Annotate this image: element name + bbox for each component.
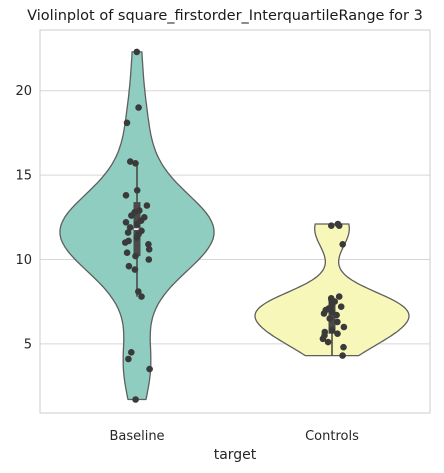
y-tick-labels: 5 10 15 20 [15,84,32,352]
point-baseline-32 [125,355,132,363]
point-controls-16 [326,315,334,322]
point-baseline-7 [143,202,151,209]
x-tick-labels: Baseline Controls [109,429,359,444]
point-baseline-31 [128,349,135,356]
point-baseline-26 [145,256,153,263]
y-tick-15: 15 [15,169,32,184]
point-baseline-1 [135,104,142,111]
point-baseline-34 [132,396,139,403]
point-baseline-22 [145,241,152,248]
point-baseline-24 [123,249,131,256]
point-baseline-4 [132,160,139,167]
point-controls-26 [339,352,346,359]
strip-points [122,48,348,403]
point-baseline-10 [128,212,135,219]
point-baseline-2 [123,119,131,127]
point-baseline-19 [133,234,140,241]
point-baseline-25 [132,252,139,260]
point-baseline-6 [122,192,130,199]
violins [59,51,410,401]
point-baseline-33 [146,365,153,373]
plot-frame [39,29,431,414]
point-controls-3 [339,241,347,248]
point-controls-9 [337,303,345,311]
point-baseline-21 [122,239,129,246]
point-baseline-5 [133,187,141,194]
point-controls-24 [324,338,332,346]
point-controls-18 [340,323,348,331]
point-controls-1 [328,222,335,229]
y-tick-10: 10 [15,253,32,268]
point-controls-4 [335,293,343,300]
point-baseline-0 [133,48,141,56]
point-baseline-27 [125,262,133,270]
chart-title: Violinplot of square_firstorder_Interqua… [27,8,423,24]
y-tick-20: 20 [15,84,32,99]
violin-controls [254,223,410,357]
point-controls-17 [334,318,341,326]
point-baseline-15 [126,224,134,231]
x-tick-baseline: Baseline [109,429,164,444]
point-baseline-29 [135,288,142,295]
point-baseline-17 [124,229,132,236]
point-baseline-30 [138,293,145,300]
point-controls-15 [333,311,340,319]
x-axis-label: target [214,447,257,463]
point-baseline-3 [127,158,134,165]
y-tick-5: 5 [24,337,32,352]
point-controls-14 [320,310,328,317]
point-baseline-14 [133,220,141,228]
point-controls-23 [319,335,327,343]
point-baseline-13 [122,219,130,226]
point-baseline-23 [145,246,153,253]
point-baseline-28 [131,266,139,273]
point-controls-21 [334,330,341,338]
point-controls-2 [335,222,343,229]
point-controls-25 [340,343,347,351]
x-tick-controls: Controls [305,429,359,444]
point-controls-19 [328,327,336,334]
